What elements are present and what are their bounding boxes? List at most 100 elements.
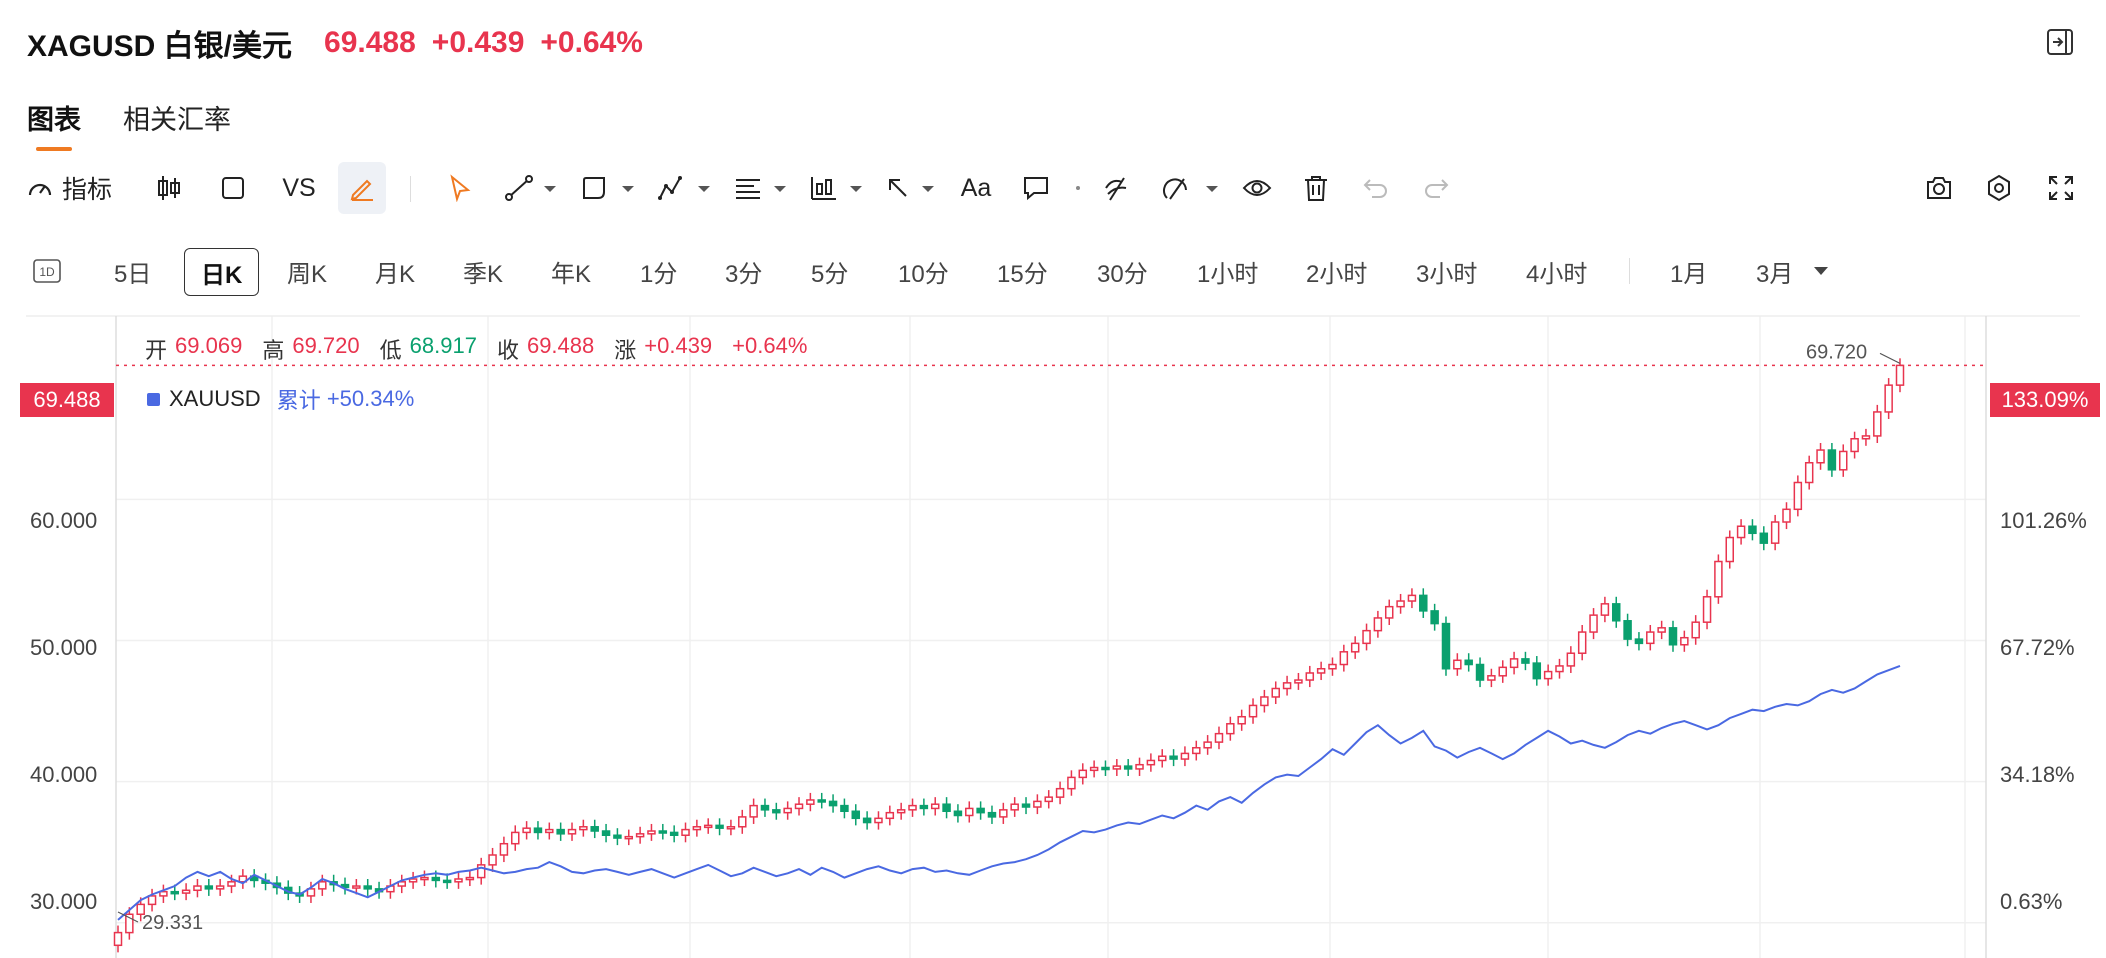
candle-body: [147, 895, 157, 906]
candle-body: [1555, 665, 1564, 673]
trendline-tool-icon[interactable]: [504, 162, 560, 214]
redo-icon[interactable]: [1422, 162, 1450, 214]
candle-body: [692, 826, 702, 831]
tf-30min[interactable]: 30分: [1097, 260, 1148, 288]
candle-type-icon[interactable]: [152, 162, 186, 214]
candle-body: [1237, 715, 1246, 725]
tf-3h[interactable]: 3小时: [1416, 260, 1478, 288]
undo-icon[interactable]: [1362, 162, 1390, 214]
range-dropdown-icon[interactable]: [1812, 248, 1830, 294]
tf-1h[interactable]: 1小时: [1197, 260, 1259, 288]
candle-body: [136, 903, 145, 916]
candle-body: [794, 803, 804, 810]
candle-body: [715, 824, 724, 829]
settings-gear-icon[interactable]: [1984, 162, 2014, 214]
comment-tool-icon[interactable]: [1020, 162, 1052, 214]
lock-drawings-icon[interactable]: [1162, 162, 1222, 214]
candle-body: [1430, 610, 1439, 625]
tf-3min[interactable]: 3分: [725, 260, 763, 288]
tf-15min[interactable]: 15分: [997, 260, 1048, 288]
compare-line-xauusd: [117, 664, 1901, 921]
measure-tool-icon[interactable]: [808, 162, 866, 214]
candle-body: [1033, 800, 1042, 808]
candle-body: [1419, 594, 1428, 612]
trash-icon[interactable]: [1302, 162, 1330, 214]
candle-body: [1714, 560, 1723, 598]
open-label: 开: [145, 338, 168, 363]
compare-legend[interactable]: XAUUSD 累计 +50.34%: [147, 383, 414, 415]
indicator-button[interactable]: 指标: [26, 162, 118, 214]
candle-body: [193, 885, 202, 892]
y-tick-right: 67.72%: [2000, 635, 2075, 660]
candle-body: [113, 931, 123, 947]
compare-vs-button[interactable]: VS: [282, 173, 316, 202]
candle-body: [1157, 755, 1167, 762]
candle-body: [488, 854, 497, 866]
intraday-1d-icon[interactable]: 1D: [32, 248, 62, 294]
range-1m[interactable]: 1月: [1670, 260, 1708, 288]
candle-body: [1850, 438, 1859, 453]
timeframe-bar: 1D 5日 日K 周K 月K 季K 年K 1分 3分 5分 10分 15分 30…: [0, 248, 2106, 296]
close-value: 69.488: [526, 333, 595, 358]
fullscreen-icon[interactable]: [2046, 162, 2076, 214]
symbol-title: XAGUSD 白银/美元: [27, 30, 293, 63]
low-label: 低: [379, 338, 402, 363]
candle-body: [624, 835, 634, 840]
text-tool-button[interactable]: Aa: [960, 173, 992, 202]
camera-icon[interactable]: [1924, 162, 1954, 214]
candle-body: [1044, 796, 1053, 803]
candle-body: [1271, 687, 1280, 698]
tf-5d[interactable]: 5日: [114, 260, 152, 288]
tf-monthly[interactable]: 月K: [375, 260, 416, 288]
hide-drawings-icon[interactable]: [1100, 162, 1134, 214]
candle-body: [1691, 621, 1700, 639]
tf-yearly[interactable]: 年K: [551, 260, 592, 288]
candle-body: [227, 881, 236, 887]
tf-5min[interactable]: 5分: [811, 260, 849, 288]
candle-body: [1782, 508, 1791, 523]
candle-body: [590, 826, 599, 832]
candle-body: [601, 830, 611, 836]
candle-body: [1123, 765, 1133, 770]
candle-body: [1328, 663, 1337, 670]
tf-10min[interactable]: 10分: [898, 260, 949, 288]
candle-body: [170, 890, 180, 895]
y-tick-right: 101.26%: [2000, 508, 2087, 533]
tf-2h[interactable]: 2小时: [1306, 260, 1368, 288]
tf-4h[interactable]: 4小时: [1526, 260, 1588, 288]
candle-body: [817, 799, 826, 803]
compare-color-swatch: [147, 392, 160, 406]
range-3m[interactable]: 3月: [1756, 260, 1794, 288]
draw-pencil-icon[interactable]: [338, 162, 386, 214]
tf-1min[interactable]: 1分: [640, 260, 678, 288]
tab-chart[interactable]: 图表: [27, 98, 81, 151]
candle-body: [1316, 667, 1326, 674]
cursor-icon[interactable]: [446, 162, 474, 214]
rectangle-icon[interactable]: [218, 162, 248, 214]
price-change-pct: +0.64%: [540, 26, 643, 59]
min-label: 29.331: [142, 912, 203, 934]
candle-body: [215, 885, 225, 890]
candle-body: [454, 878, 463, 883]
candle-body: [783, 807, 792, 814]
candle-body: [238, 875, 248, 883]
tf-quarterly[interactable]: 季K: [463, 260, 504, 288]
candle-body: [363, 885, 372, 890]
candle-body: [1793, 481, 1803, 511]
candle-body: [942, 803, 951, 813]
tab-related-rates[interactable]: 相关汇率: [123, 105, 231, 135]
candle-body: [1634, 638, 1644, 645]
shape-tool-icon[interactable]: [580, 162, 638, 214]
pattern-tool-icon[interactable]: [656, 162, 714, 214]
candle-body: [1384, 605, 1394, 619]
candle-body: [749, 804, 758, 818]
eye-icon[interactable]: [1240, 162, 1274, 214]
fib-tool-icon[interactable]: [732, 162, 790, 214]
arrow-tool-icon[interactable]: [884, 162, 938, 214]
candle-body: [1827, 449, 1837, 471]
tf-weekly[interactable]: 周K: [287, 260, 328, 288]
tf-daily[interactable]: 日K: [184, 248, 260, 296]
candle-body: [1521, 658, 1530, 664]
collapse-panel-icon[interactable]: [2046, 28, 2074, 56]
